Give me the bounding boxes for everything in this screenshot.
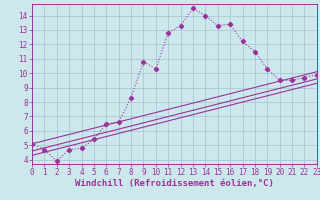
- X-axis label: Windchill (Refroidissement éolien,°C): Windchill (Refroidissement éolien,°C): [75, 179, 274, 188]
